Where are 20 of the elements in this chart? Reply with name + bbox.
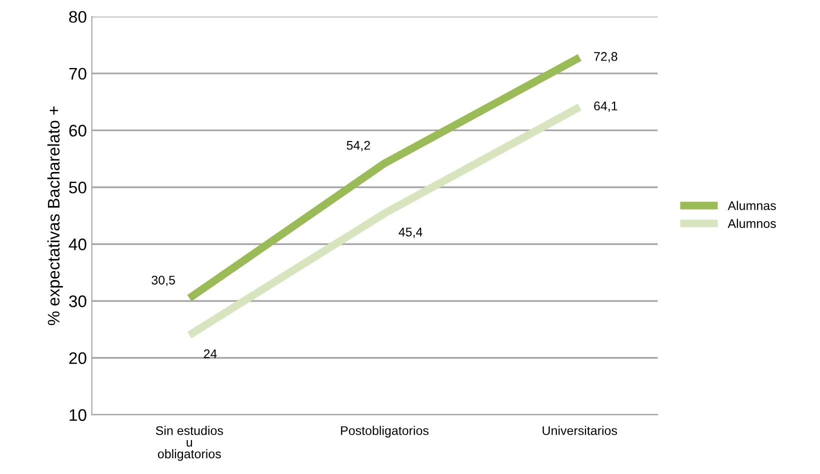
data-label: 72,8 [594, 52, 618, 62]
data-label: 30,5 [152, 276, 175, 286]
y-axis-title: % expectativas Bacharelato + [47, 106, 63, 326]
y-tick-label: 10 [70, 409, 86, 421]
x-tick-label: Sin estudios u obligatorios [156, 426, 223, 461]
y-tick-label: 50 [69, 182, 86, 194]
y-tick-label: 70 [69, 68, 86, 80]
y-tick-label: 30 [69, 295, 86, 308]
y-tick-label: 40 [68, 238, 86, 250]
legend-label: Alumnas [728, 200, 776, 210]
y-tick-label: 60 [69, 124, 86, 137]
y-tick-label: 20 [69, 352, 86, 364]
data-label: 64,1 [594, 102, 618, 112]
data-label: 54,2 [346, 140, 370, 152]
legend-label: Alumnos [728, 218, 776, 228]
data-label: 45,4 [398, 228, 422, 238]
y-tick-label: 80 [69, 10, 86, 23]
data-label: 24 [204, 349, 217, 358]
x-tick-label: Postobligatorios [341, 426, 429, 438]
x-tick-label: Universitarios [542, 426, 618, 436]
